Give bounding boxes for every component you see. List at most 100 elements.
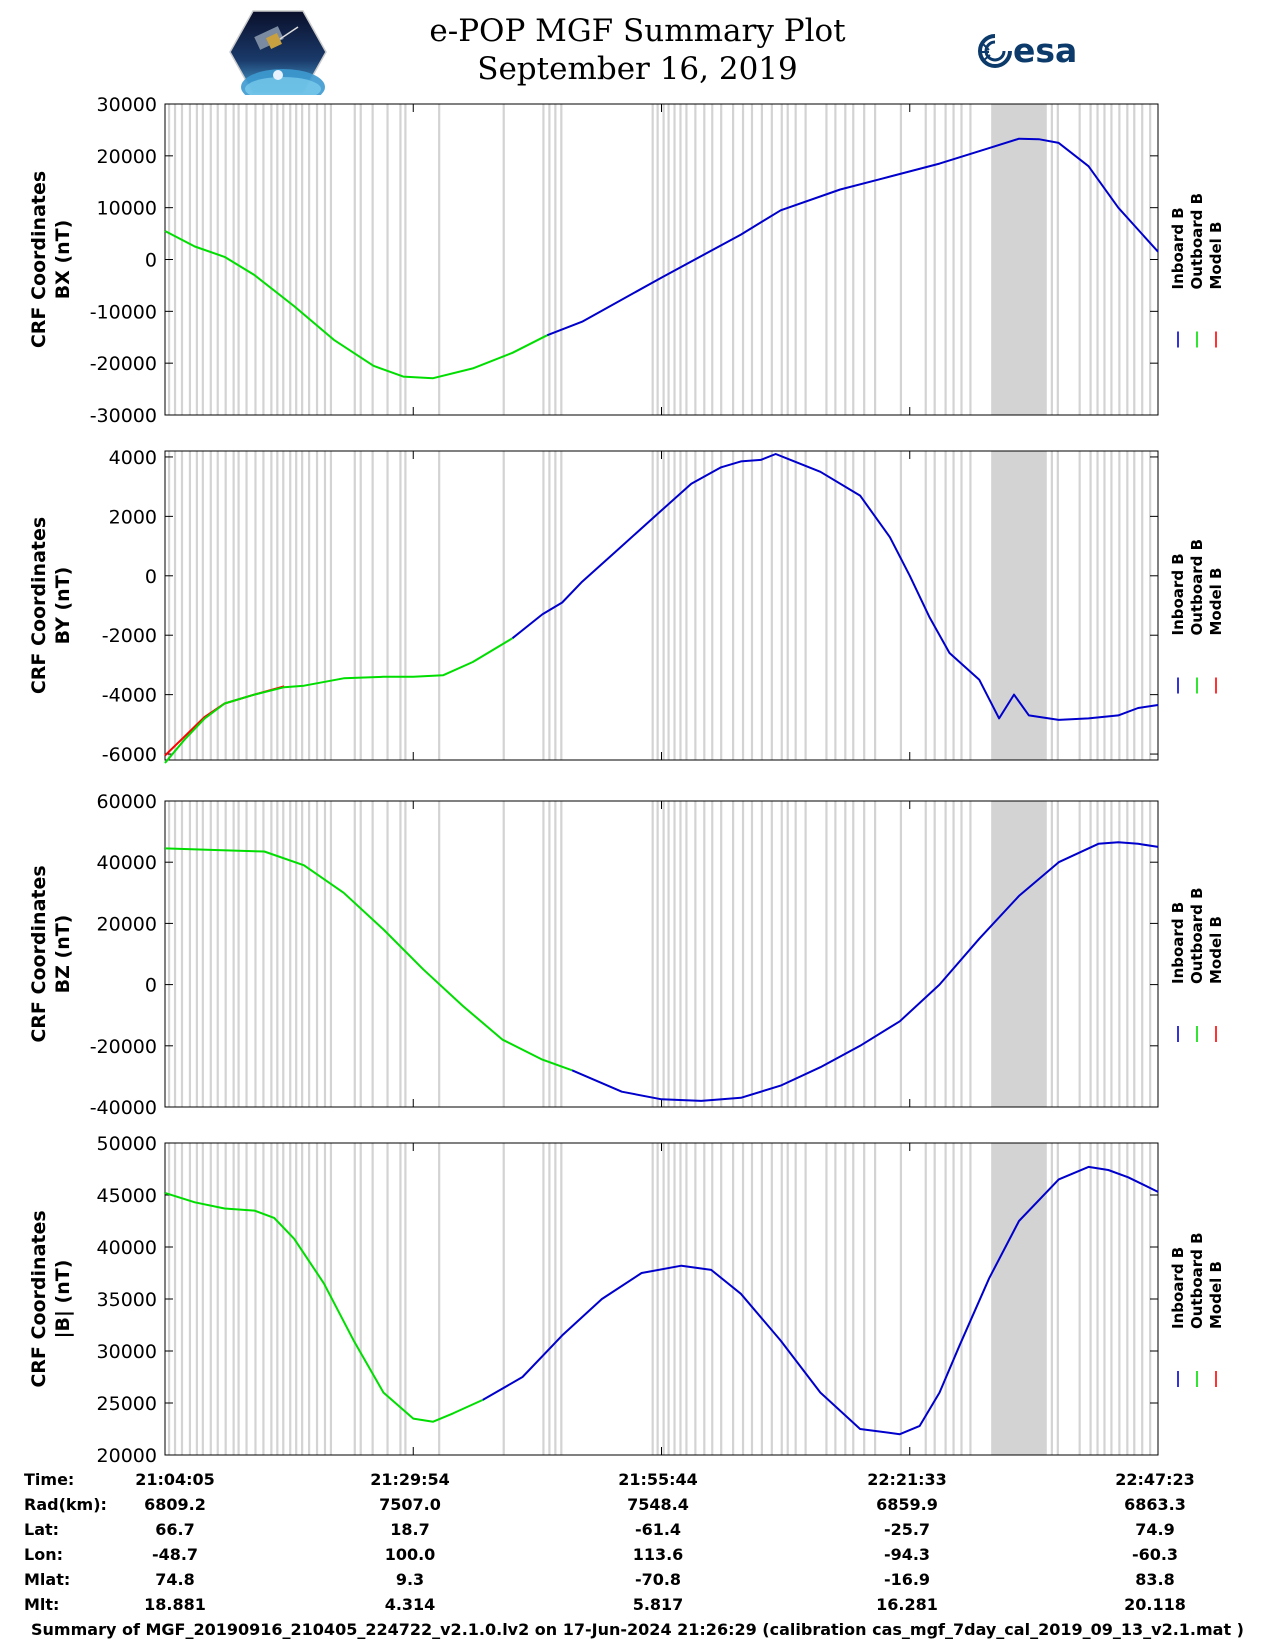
data-gap-band — [359, 104, 362, 415]
info-cell: 21:04:05 — [135, 1470, 215, 1489]
data-gap-band — [386, 104, 389, 415]
data-gap-band — [245, 1143, 248, 1455]
data-gap-band — [750, 1143, 754, 1455]
data-gap-band — [1110, 451, 1113, 760]
y-tick-label: 40000 — [97, 852, 157, 874]
y-tick-label: 25000 — [97, 1393, 157, 1415]
info-row-label: Rad(km): — [24, 1495, 107, 1514]
data-gap-band — [667, 451, 670, 760]
series-line-inboard-b — [511, 453, 1159, 721]
data-gap-band — [560, 801, 563, 1107]
data-gap-band — [1096, 451, 1099, 760]
data-gap-band — [852, 1143, 855, 1455]
data-gap-band — [933, 104, 936, 415]
data-gap-band — [386, 801, 389, 1107]
y-tick-label: 60000 — [97, 791, 157, 813]
data-gap-band — [732, 801, 735, 1107]
data-gap-band — [844, 801, 847, 1107]
data-gap-band — [289, 451, 292, 760]
data-gap-band — [899, 104, 903, 415]
data-gap-band — [1118, 104, 1121, 415]
data-gap-band — [673, 451, 676, 760]
y-axis-label-line-1: CRF Coordinates — [28, 1210, 50, 1387]
data-gap-block — [991, 451, 1047, 760]
data-gap-band — [232, 451, 235, 760]
data-gap-band — [173, 801, 177, 1107]
data-gap-band — [209, 801, 212, 1107]
data-gap-band — [201, 1143, 204, 1455]
data-gap-band — [399, 801, 402, 1107]
data-gap-band — [750, 104, 754, 415]
data-gap-band — [399, 104, 402, 415]
data-gap-band — [960, 801, 963, 1107]
data-gap-band — [852, 801, 855, 1107]
data-gap-band — [173, 104, 177, 415]
esa-swirl-icon — [978, 34, 1012, 68]
data-gap-band — [209, 104, 212, 415]
data-gap-band — [651, 451, 654, 760]
data-gap-band — [173, 451, 177, 760]
data-gap-band — [188, 104, 192, 415]
cassiope-mission-patch-icon — [229, 10, 327, 95]
data-gap-band — [270, 801, 273, 1107]
y-tick-label: 0 — [145, 250, 157, 272]
title-line-1: e-POP MGF Summary Plot — [429, 13, 846, 49]
y-tick-label: 20000 — [97, 1445, 157, 1467]
data-gap-band — [188, 801, 192, 1107]
data-gap-band — [679, 801, 682, 1107]
data-gap-band — [673, 1143, 676, 1455]
series-line-inboard-b — [571, 841, 1159, 1102]
data-gap-band — [560, 451, 563, 760]
data-gap-band — [874, 1143, 877, 1455]
data-gap-band — [804, 801, 807, 1107]
legend-label: Model B — [1207, 568, 1225, 636]
data-gap-band — [952, 451, 955, 760]
data-gap-band — [1126, 1143, 1129, 1455]
data-gap-band — [924, 104, 927, 415]
data-gap-band — [780, 1143, 783, 1455]
data-gap-band — [899, 451, 903, 760]
data-gap-band — [359, 801, 362, 1107]
data-gap-band — [656, 1143, 659, 1455]
data-gap-band — [554, 104, 557, 415]
data-gap-band — [1141, 451, 1144, 760]
data-gap-band — [502, 451, 505, 760]
data-gap-band — [1078, 451, 1081, 760]
data-gap-band — [560, 1143, 563, 1455]
info-cell: 66.7 — [155, 1520, 195, 1539]
data-gap-band — [1141, 1143, 1144, 1455]
data-gap-band — [1133, 801, 1136, 1107]
info-row-label: Lat: — [24, 1520, 60, 1539]
data-gap-band — [804, 104, 807, 415]
info-row: Time: 21:04:05 21:29:54 21:55:44 22:21:33 22:… — [0, 1470, 1275, 1494]
data-gap-band — [353, 451, 356, 760]
data-gap-band — [924, 451, 927, 760]
info-cell: 6863.3 — [1124, 1495, 1186, 1514]
y-tick-label: 20000 — [97, 146, 157, 168]
data-gap-band — [295, 451, 298, 760]
data-gap-band — [770, 451, 773, 760]
y-axis-label-line-1: CRF Coordinates — [28, 171, 50, 348]
data-gap-band — [386, 1143, 389, 1455]
data-gap-band — [301, 801, 304, 1107]
data-gap-band — [254, 801, 257, 1107]
info-row-label: Time: — [24, 1470, 75, 1489]
data-gap-band — [741, 1143, 745, 1455]
data-gap-band — [1050, 1143, 1053, 1455]
data-gap-band — [216, 104, 219, 415]
info-cell: 5.817 — [632, 1595, 684, 1614]
info-cell: 113.6 — [632, 1545, 684, 1564]
data-gap-band — [1110, 801, 1113, 1107]
data-gap-band — [703, 1143, 706, 1455]
data-gap-band — [804, 451, 807, 760]
data-gap-band — [651, 801, 654, 1107]
y-tick-label: 20000 — [97, 913, 157, 935]
data-gap-band — [404, 451, 407, 760]
data-gap-band — [960, 1143, 963, 1455]
panel-1: 30000 20000 10000 0 -10000 -20000 -30000 CRF Co… — [28, 94, 1225, 427]
info-row-label: Mlt: — [24, 1595, 60, 1614]
data-gap-band — [720, 451, 723, 760]
data-gap-band — [786, 1143, 789, 1455]
data-gap-band — [353, 104, 356, 415]
data-gap-band — [656, 104, 659, 415]
